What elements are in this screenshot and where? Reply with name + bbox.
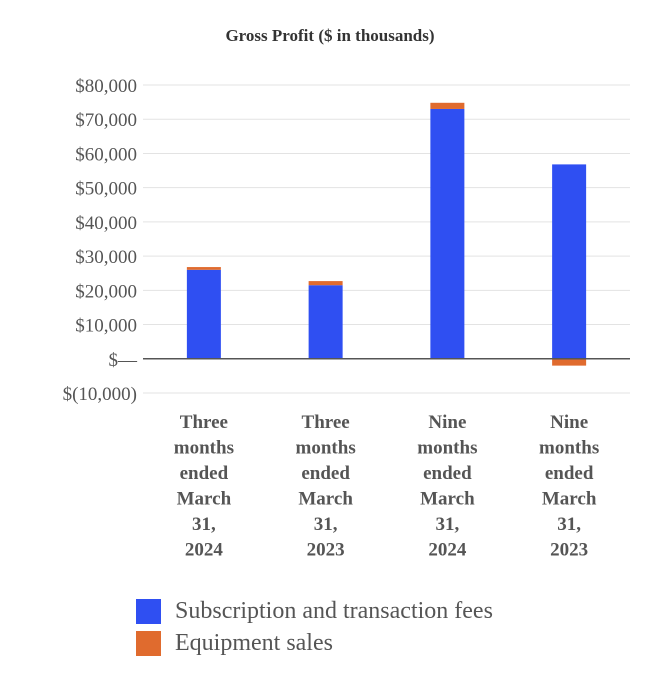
x-tick-label: 31, bbox=[436, 514, 460, 535]
y-tick-label: $40,000 bbox=[75, 213, 137, 234]
y-tick-label: $60,000 bbox=[75, 144, 137, 165]
bar-subscription bbox=[552, 164, 587, 359]
x-tick-label: Nine bbox=[550, 412, 588, 433]
bar-equipment bbox=[308, 281, 343, 286]
x-tick-label: Three bbox=[180, 412, 228, 433]
y-tick-label: $— bbox=[109, 350, 139, 371]
x-tick-label: 31, bbox=[557, 514, 581, 535]
x-tick-label: March bbox=[542, 489, 597, 510]
bar-equipment bbox=[430, 102, 465, 109]
y-tick-label: $80,000 bbox=[75, 76, 137, 97]
legend-swatch-subscription bbox=[136, 598, 161, 624]
legend-label-equipment: Equipment sales bbox=[175, 629, 333, 656]
x-tick-label: 2024 bbox=[428, 540, 467, 561]
legend-label-subscription: Subscription and transaction fees bbox=[175, 597, 493, 624]
legend-item-subscription: Subscription and transaction fees bbox=[136, 595, 493, 627]
x-tick-label: ended bbox=[545, 463, 594, 484]
x-tick-label: 2024 bbox=[185, 540, 224, 561]
x-tick-label: months bbox=[174, 438, 234, 459]
x-tick-label: Three bbox=[302, 412, 350, 433]
bar-equipment bbox=[186, 267, 221, 270]
x-tick-label: months bbox=[417, 438, 477, 459]
x-tick-label: Nine bbox=[428, 412, 466, 433]
bar-equipment bbox=[552, 358, 587, 366]
legend: Subscription and transaction fees Equipm… bbox=[136, 595, 493, 659]
x-tick-label: March bbox=[420, 489, 475, 510]
legend-item-equipment: Equipment sales bbox=[136, 627, 493, 659]
x-tick-label: 31, bbox=[314, 514, 338, 535]
y-tick-label: $70,000 bbox=[75, 110, 137, 131]
x-tick-label: 2023 bbox=[550, 540, 588, 561]
y-tick-label: $(10,000) bbox=[63, 384, 137, 405]
y-tick-label: $30,000 bbox=[75, 247, 137, 268]
bar-subscription bbox=[430, 108, 465, 359]
x-tick-label: ended bbox=[180, 463, 229, 484]
x-tick-label: 2023 bbox=[307, 540, 345, 561]
x-tick-label: months bbox=[539, 438, 599, 459]
y-tick-label: $20,000 bbox=[75, 281, 137, 302]
legend-swatch-equipment bbox=[136, 630, 161, 656]
chart-title: Gross Profit ($ in thousands) bbox=[225, 26, 435, 45]
y-tick-label: $50,000 bbox=[75, 179, 137, 200]
x-tick-label: ended bbox=[423, 463, 472, 484]
y-tick-label: $10,000 bbox=[75, 316, 137, 337]
x-tick-label: ended bbox=[301, 463, 350, 484]
x-tick-label: months bbox=[296, 438, 356, 459]
bar-subscription bbox=[308, 285, 343, 359]
x-tick-label: March bbox=[298, 489, 353, 510]
x-tick-label: 31, bbox=[192, 514, 216, 535]
bar-subscription bbox=[186, 269, 221, 359]
x-tick-label: March bbox=[177, 489, 232, 510]
plot-area: $80,000 $70,000 $60,000 $50,000 $40,000 $30,0… bbox=[63, 76, 630, 561]
